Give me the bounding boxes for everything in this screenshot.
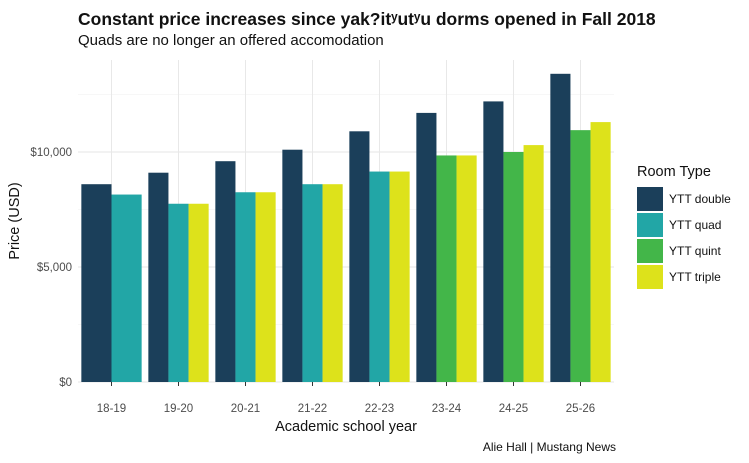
bar-ytt-double-25-26	[550, 73, 571, 383]
bar-ytt-double-24-25	[483, 101, 504, 383]
x-tick-label: 23-24	[432, 403, 462, 415]
bar-ytt-triple-24-25	[523, 145, 544, 382]
legend-swatch	[637, 213, 663, 237]
bar-ytt-double-21-22	[282, 149, 303, 382]
bars	[81, 73, 611, 383]
legend-label: YTT quad	[669, 218, 722, 232]
bar-ytt-quad-18-19	[111, 194, 142, 382]
legend-item-ytt-quint: YTT quint	[637, 238, 731, 264]
x-tick-label: 18-19	[97, 403, 126, 415]
bar-ytt-double-22-23	[349, 131, 370, 382]
x-axis-title: Academic school year	[275, 419, 417, 435]
bar-ytt-triple-22-23	[389, 171, 410, 382]
x-tick-label: 25-26	[566, 403, 595, 415]
legend-swatch	[637, 239, 663, 263]
y-tick-label: $10,000	[30, 147, 72, 159]
legend-item-ytt-triple: YTT triple	[637, 264, 731, 290]
legend-item-ytt-quad: YTT quad	[637, 212, 731, 238]
bar-ytt-quad-19-20	[168, 203, 189, 382]
legend: Room Type YTT double YTT quad YTT quint YTT…	[637, 164, 731, 290]
x-tick-label: 19-20	[164, 403, 193, 415]
bar-ytt-double-19-20	[148, 172, 169, 382]
legend-swatch	[637, 187, 663, 211]
bar-ytt-quad-20-21	[235, 192, 256, 382]
bar-ytt-triple-19-20	[188, 203, 209, 382]
bar-ytt-quad-22-23	[369, 171, 390, 382]
y-tick-label: $0	[59, 377, 72, 389]
legend-label: YTT triple	[669, 270, 721, 284]
legend-label: YTT quint	[669, 244, 721, 258]
bar-ytt-quint-25-26	[570, 130, 591, 382]
legend-swatch	[637, 265, 663, 289]
bar-ytt-double-18-19	[81, 184, 112, 382]
bar-ytt-quint-23-24	[436, 155, 457, 382]
credit-caption: Alie Hall | Mustang News	[482, 440, 616, 454]
axes: Academic school year Price (USD) $0 $5,00…	[7, 147, 595, 435]
bar-ytt-quad-21-22	[302, 184, 323, 382]
legend-label: YTT double	[669, 192, 731, 206]
legend-title: Room Type	[637, 164, 711, 180]
x-tick-label: 22-23	[365, 403, 394, 415]
x-tick-label: 21-22	[298, 403, 327, 415]
bar-ytt-double-23-24	[416, 112, 437, 383]
x-tick-label: 24-25	[499, 403, 528, 415]
chart-title: Constant price increases since yak?itʸut…	[78, 9, 656, 29]
bar-ytt-triple-25-26	[590, 122, 611, 382]
bar-ytt-triple-20-21	[255, 192, 276, 382]
y-tick-label: $5,000	[37, 262, 72, 274]
legend-item-ytt-double: YTT double	[637, 186, 731, 212]
bar-ytt-quint-24-25	[503, 152, 524, 382]
chart-subtitle: Quads are no longer an offered accomodat…	[78, 32, 384, 49]
x-tick-label: 20-21	[231, 403, 260, 415]
y-axis-title: Price (USD)	[7, 182, 23, 259]
bar-ytt-double-20-21	[215, 161, 236, 382]
bar-ytt-triple-21-22	[322, 184, 343, 382]
bar-ytt-triple-23-24	[456, 155, 477, 382]
